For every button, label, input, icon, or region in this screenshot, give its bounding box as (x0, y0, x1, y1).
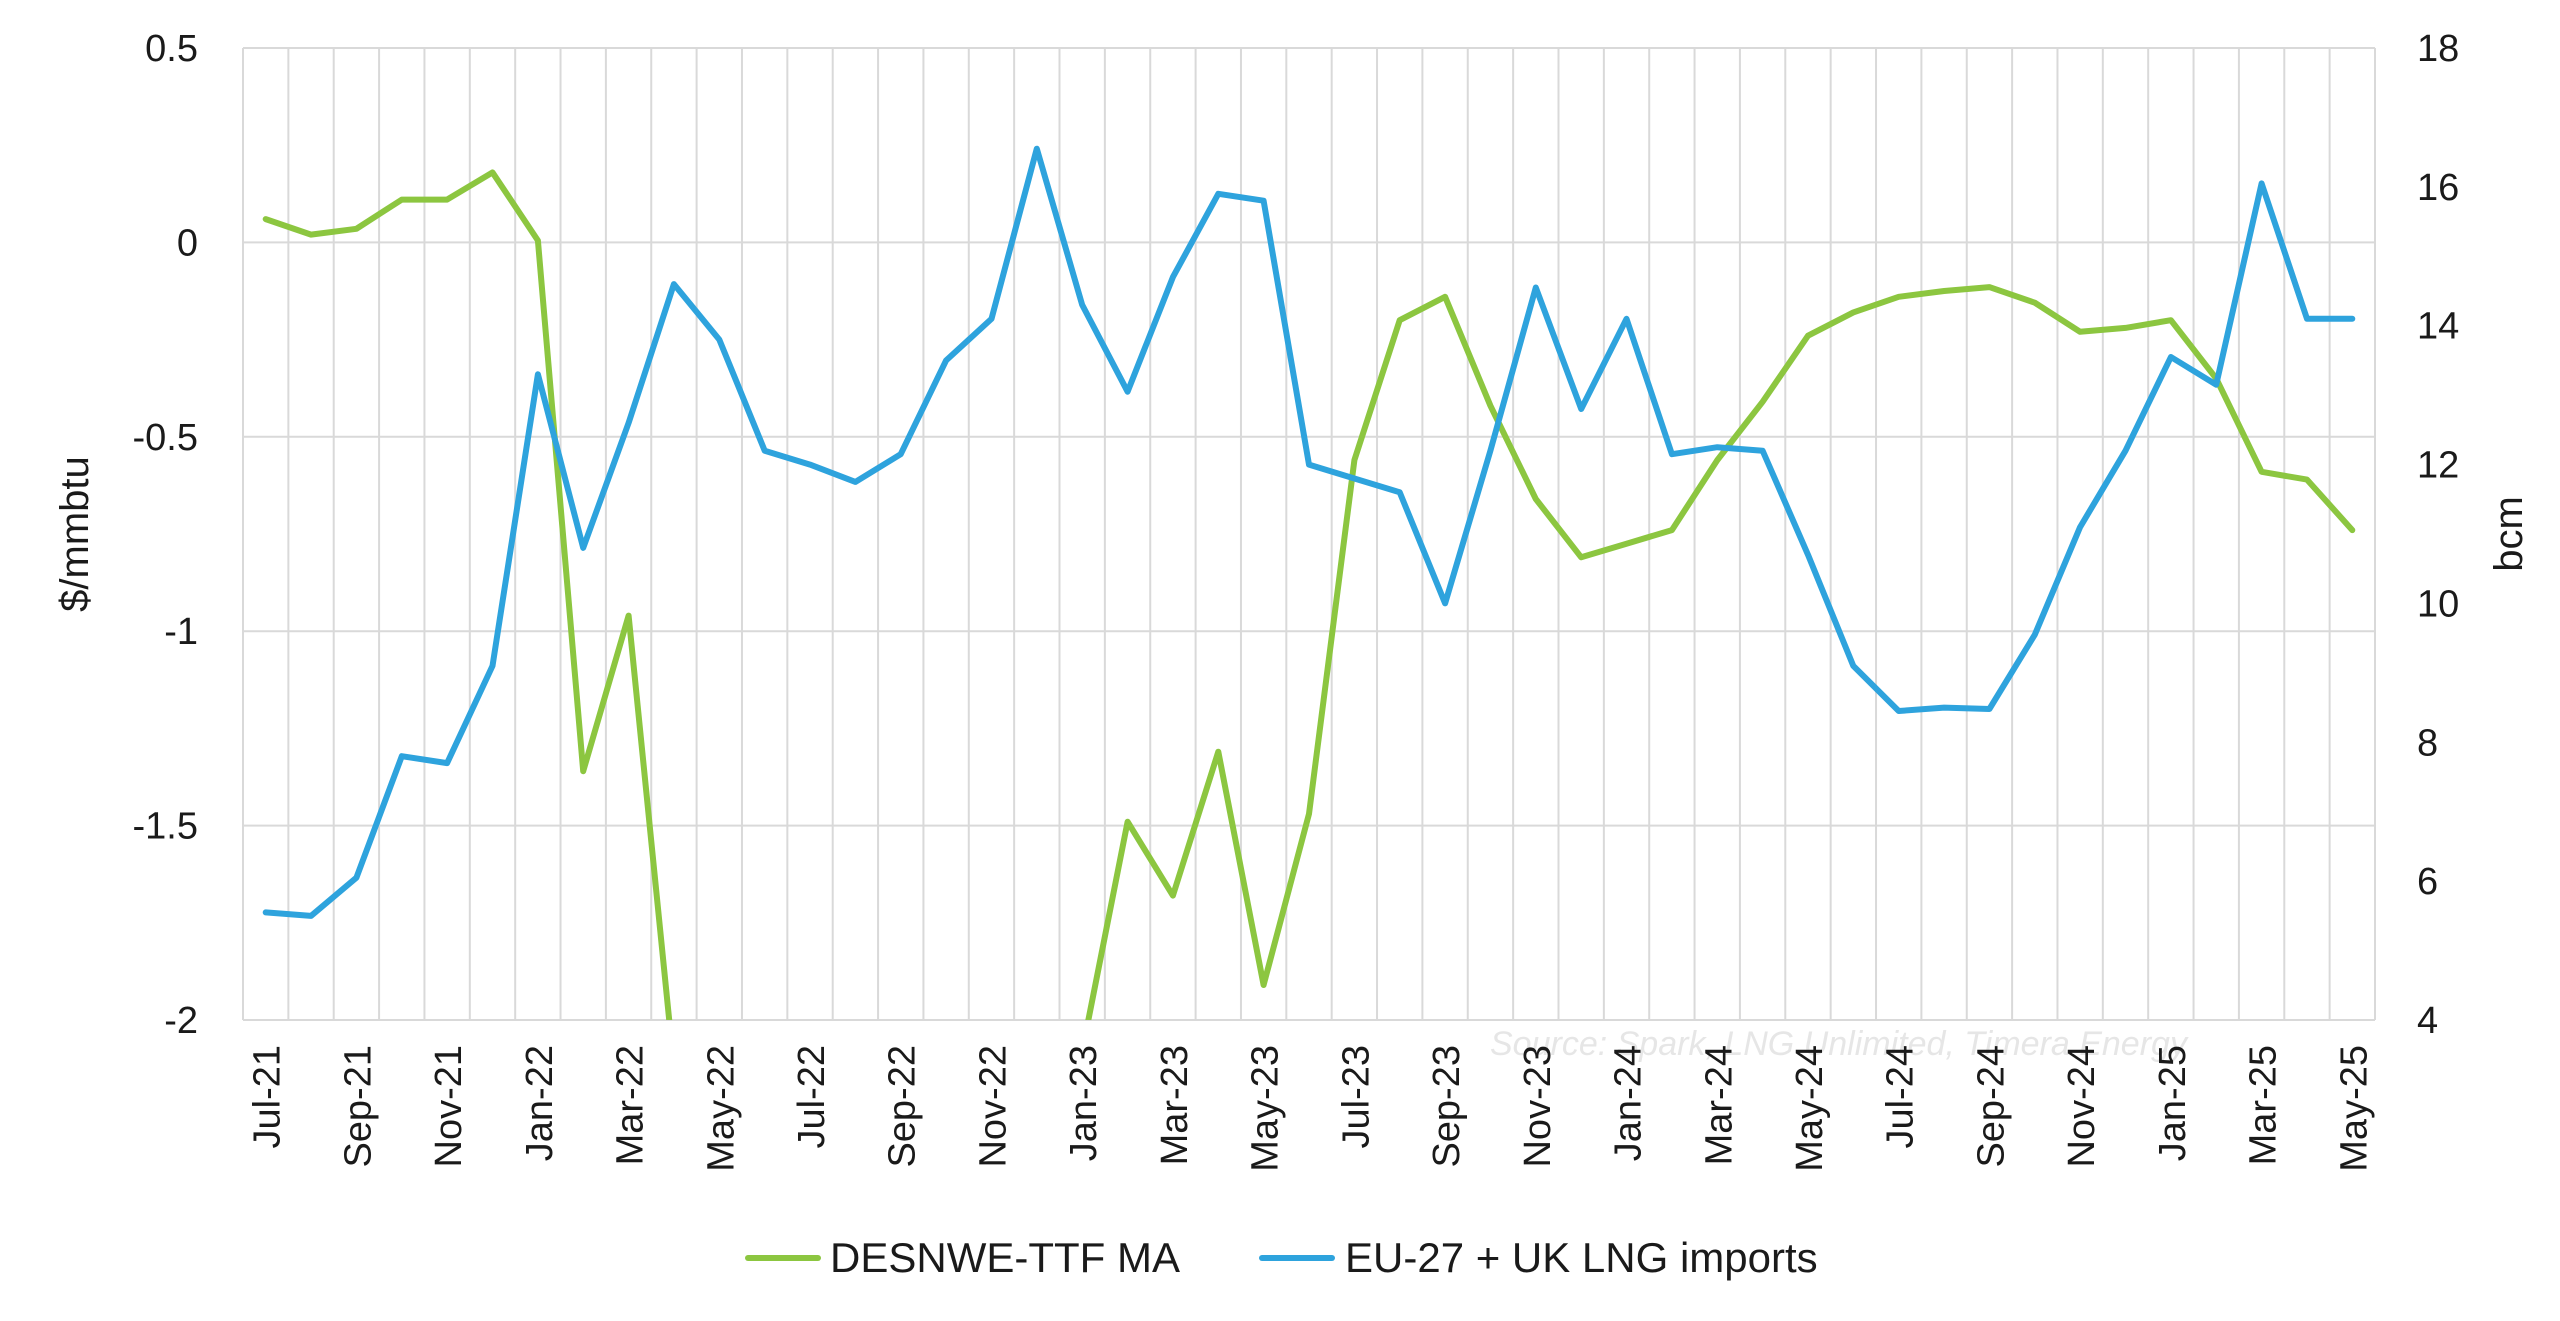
x-tick-label: Jan-23 (1063, 1045, 1105, 1161)
x-tick-label: Jul-21 (247, 1045, 289, 1149)
x-tick-label: Jan-25 (2152, 1045, 2194, 1161)
right-tick-label: 4 (2417, 1000, 2438, 1042)
x-tick-label: Nov-21 (428, 1045, 470, 1168)
x-tick-label: Jul-24 (1880, 1045, 1922, 1149)
right-axis-title: bcm (2487, 496, 2531, 572)
legend-label: EU-27 + UK LNG imports (1345, 1234, 1818, 1281)
left-tick-label: 0.5 (145, 28, 198, 70)
right-tick-label: 16 (2417, 167, 2459, 209)
x-tick-label: Jul-22 (791, 1045, 833, 1149)
right-tick-label: 10 (2417, 583, 2459, 625)
series-line-lng-imports (262, 145, 2356, 919)
series-layer (262, 145, 2356, 1020)
legend-label: DESNWE-TTF MA (830, 1234, 1180, 1281)
x-tick-label: Sep-22 (882, 1045, 924, 1168)
right-tick-label: 18 (2417, 28, 2459, 70)
x-tick-label: May-22 (700, 1045, 742, 1172)
left-tick-label: -1.5 (133, 806, 198, 848)
x-tick-label: Sep-21 (337, 1045, 379, 1168)
right-tick-label: 8 (2417, 722, 2438, 764)
legend: DESNWE-TTF MA EU-27 + UK LNG imports (745, 1234, 1818, 1281)
right-tick-label: 6 (2417, 861, 2438, 903)
x-tick-label: May-23 (1245, 1045, 1287, 1172)
x-tick-label: Mar-24 (1698, 1045, 1740, 1165)
x-tick-label: Nov-22 (972, 1045, 1014, 1168)
x-tick-label: Mar-23 (1154, 1045, 1196, 1165)
left-tick-label: -2 (164, 1000, 198, 1042)
right-tick-label: 14 (2417, 306, 2459, 348)
x-tick-label: May-24 (1789, 1045, 1831, 1172)
left-tick-label: -0.5 (133, 417, 198, 459)
x-tick-label: Sep-23 (1426, 1045, 1468, 1168)
x-tick-label: Mar-25 (2243, 1045, 2285, 1165)
left-tick-label: -1 (164, 611, 198, 653)
left-tick-label: 0 (177, 222, 198, 264)
left-axis-ticks: 0.5 0 -0.5 -1 -1.5 -2 (133, 28, 198, 1042)
left-axis-title: $/mmbtu (53, 456, 97, 612)
x-tick-label: Sep-24 (1970, 1045, 2012, 1168)
right-axis-ticks: 18 16 14 12 10 8 6 4 (2417, 28, 2459, 1042)
x-tick-label: Mar-22 (610, 1045, 652, 1165)
x-tick-label: Jan-22 (519, 1045, 561, 1161)
right-tick-label: 12 (2417, 445, 2459, 487)
series-line-desnwe-ttf (262, 169, 2356, 1020)
x-tick-label: Nov-23 (1517, 1045, 1559, 1168)
x-axis-ticks: Jul-21 Sep-21 Nov-21 Jan-22 Mar-22 May-22 Jul-… (247, 1045, 2376, 1172)
x-tick-label: Nov-24 (2061, 1045, 2103, 1168)
x-tick-label: Jan-24 (1608, 1045, 1650, 1161)
x-tick-label: Jul-23 (1335, 1045, 1377, 1149)
source-note: Source: Spark, LNG Unlimited, Timera Ene… (1490, 1025, 2189, 1063)
x-tick-label: May-25 (2333, 1045, 2375, 1172)
